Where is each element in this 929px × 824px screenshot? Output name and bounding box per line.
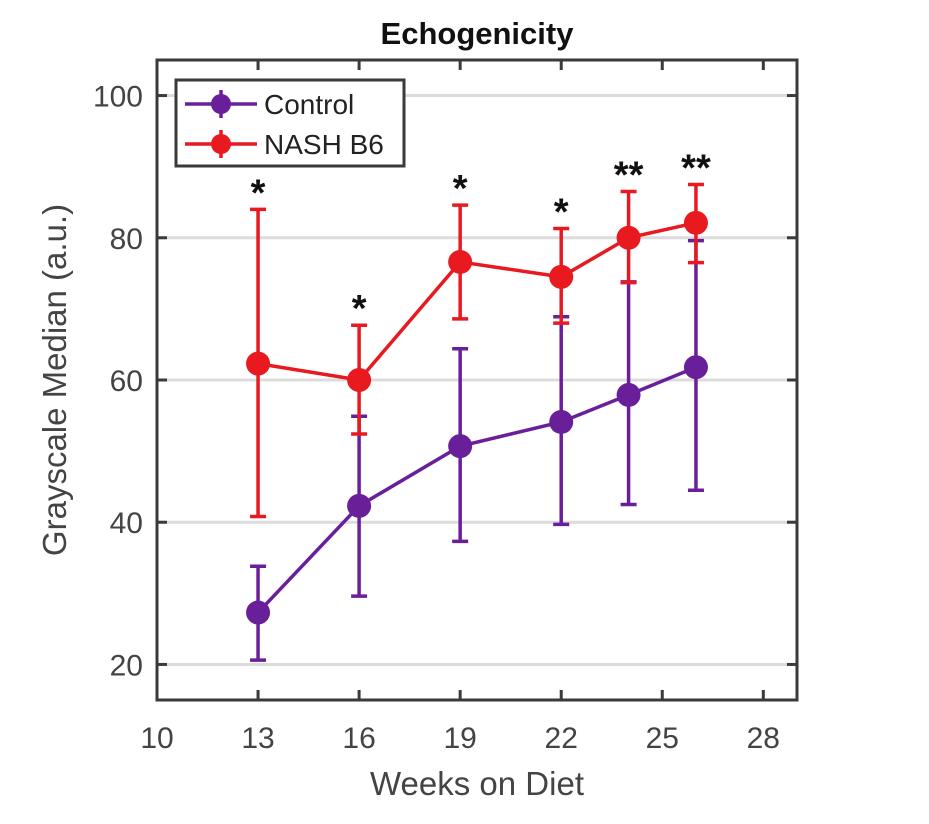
data-point [616, 382, 641, 407]
data-point [347, 368, 372, 392]
data-point [448, 249, 473, 274]
legend-marker [211, 134, 231, 154]
data-point [549, 409, 574, 434]
chart-title: Echogenicity [381, 16, 575, 51]
legend-item: NASH B6 [185, 129, 384, 160]
data-point [549, 264, 574, 289]
data-point [683, 355, 708, 380]
x-tick-label: 28 [747, 722, 780, 755]
legend-box [174, 78, 406, 168]
data-point [347, 493, 372, 518]
y-tick-label: 60 [110, 365, 143, 398]
x-tick-label: 19 [443, 722, 476, 755]
legend-item: Control [185, 89, 354, 120]
legend-marker [211, 94, 231, 114]
y-tick-label: 20 [110, 649, 143, 682]
x-tick-label: 16 [342, 722, 375, 755]
y-tick-label: 40 [110, 507, 143, 540]
legend-label: NASH B6 [264, 129, 384, 160]
x-tick-label: 22 [545, 722, 578, 755]
significance-marker: * [453, 168, 468, 210]
legend-label: Control [264, 89, 354, 120]
significance-marker: * [251, 172, 266, 214]
data-point [683, 210, 708, 235]
data-point [448, 434, 473, 459]
data-point [616, 225, 641, 250]
x-tick-label: 25 [646, 722, 679, 755]
significance-marker: ** [681, 147, 711, 189]
significance-marker: ** [614, 155, 644, 197]
legend: Control NASH B6 [174, 78, 406, 168]
x-tick-label: 13 [241, 722, 274, 755]
x-tick-label: 10 [140, 722, 173, 755]
y-axis-label: Grayscale Median (a.u.) [36, 204, 73, 556]
series-nash-b6 [246, 182, 708, 519]
significance-marker: * [554, 192, 569, 234]
data-point [246, 351, 271, 376]
y-tick-label: 80 [110, 223, 143, 256]
y-tick-label: 100 [93, 81, 143, 114]
significance-marker: * [352, 288, 367, 330]
series-control [246, 238, 708, 662]
series-line [256, 365, 697, 614]
x-axis-label: Weeks on Diet [370, 765, 584, 802]
data-point [246, 600, 271, 625]
